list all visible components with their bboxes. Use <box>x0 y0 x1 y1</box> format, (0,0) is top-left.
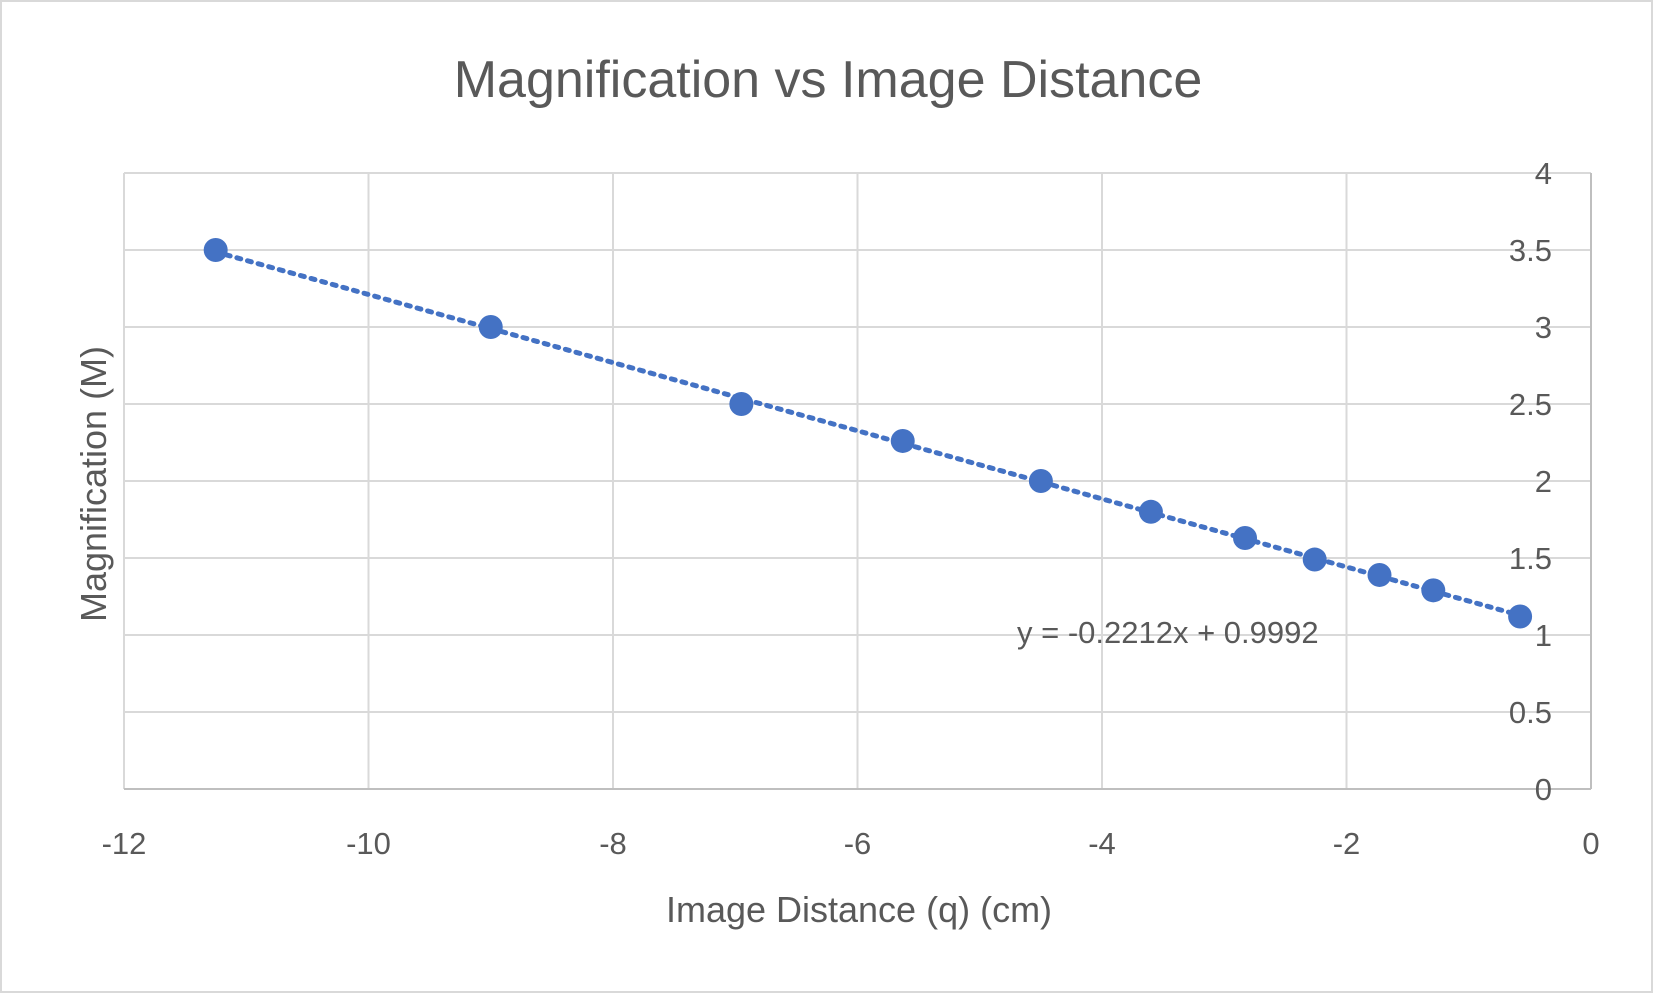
x-tick-label: -10 <box>346 826 391 861</box>
data-point <box>1233 525 1258 550</box>
x-tick-label: -8 <box>599 826 627 861</box>
y-tick-label: 1 <box>1535 618 1552 653</box>
x-tick-label: -12 <box>102 826 147 861</box>
y-tick-labels: 0 0.5 1 1.5 2 2.5 3 3.5 4 <box>1509 156 1552 807</box>
x-tick-label: -4 <box>1088 826 1116 861</box>
data-point <box>203 238 228 262</box>
x-axis-title: Image Distance (q) (cm) <box>666 889 1052 930</box>
trendline-equation: y = -0.2212x + 0.9992 <box>1017 615 1319 650</box>
data-point <box>890 428 915 453</box>
y-tick-label: 3.5 <box>1509 233 1552 268</box>
y-axis-title: Magnification (M) <box>73 346 114 622</box>
y-tick-label: 2 <box>1535 464 1552 499</box>
data-point <box>478 315 503 339</box>
x-tick-label: -2 <box>1333 826 1361 861</box>
data-point <box>1028 469 1053 493</box>
data-point <box>1508 604 1533 629</box>
data-point <box>1367 562 1392 587</box>
y-tick-label: 0 <box>1535 772 1552 807</box>
data-point <box>1138 499 1163 524</box>
data-points <box>203 238 1533 629</box>
y-tick-label: 0.5 <box>1509 695 1552 730</box>
data-point <box>1421 578 1446 603</box>
trendline-group <box>213 249 1523 618</box>
y-tick-label: 1.5 <box>1509 541 1552 576</box>
y-tick-label: 2.5 <box>1509 387 1552 422</box>
x-tick-label: 0 <box>1582 826 1599 861</box>
data-point <box>729 392 754 416</box>
x-tick-label: -6 <box>844 826 872 861</box>
y-tick-label: 3 <box>1535 310 1552 345</box>
axes <box>124 173 1592 790</box>
y-tick-label: 4 <box>1535 156 1552 191</box>
trendline <box>213 249 1523 618</box>
chart-title: Magnification vs Image Distance <box>454 51 1203 109</box>
gridlines <box>123 172 1592 789</box>
x-tick-labels: -12 -10 -8 -6 -4 -2 0 <box>102 826 1600 861</box>
data-point <box>1302 547 1327 572</box>
